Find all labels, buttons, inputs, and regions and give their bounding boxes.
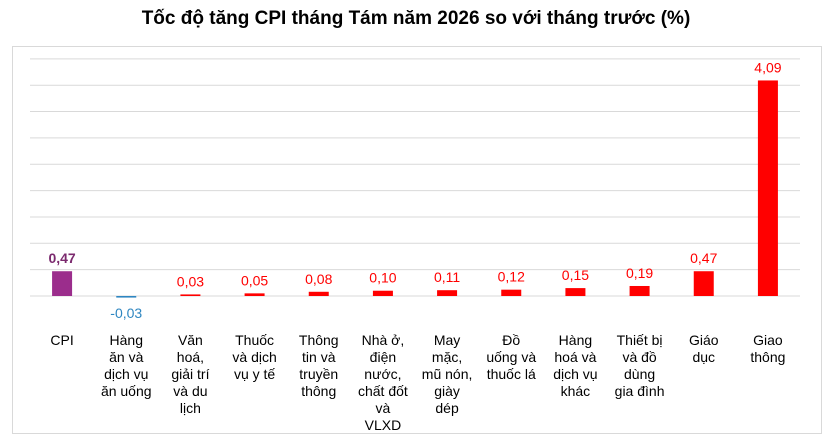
data-label: 0,19 — [626, 265, 653, 281]
data-label: 0,11 — [434, 269, 460, 285]
bar — [52, 271, 73, 296]
bar — [693, 271, 714, 296]
data-label: -0,03 — [110, 305, 142, 321]
category-label: Văn hoá, giải trí và du lịch — [171, 332, 210, 416]
data-label: 0,05 — [241, 272, 268, 288]
bar — [116, 296, 137, 298]
data-label: 0,47 — [48, 250, 75, 266]
bar — [501, 289, 522, 296]
bar — [244, 293, 265, 296]
bar — [629, 285, 650, 296]
data-label: 4,09 — [754, 59, 781, 75]
bar — [308, 291, 329, 296]
category-label: CPI — [50, 332, 74, 348]
data-label: 0,03 — [177, 273, 204, 289]
category-label: Giáo dục — [688, 332, 719, 365]
bar — [180, 294, 201, 296]
data-label: 0,47 — [690, 250, 717, 266]
category-label: May mặc, mũ nón, giày dép — [421, 332, 473, 416]
category-label: Thuốc và dịch vụ y tế — [232, 332, 277, 382]
category-label: Nhà ở, điện nước, chất đốt và VLXD — [357, 332, 408, 433]
category-label: Thiết bị và đồ dùng gia đình — [614, 332, 665, 399]
bar — [757, 80, 778, 296]
category-label: Đồ uống và thuốc lá — [486, 332, 537, 382]
bar — [437, 290, 458, 296]
data-label: 0,08 — [305, 271, 332, 287]
data-label: 0,15 — [562, 267, 589, 283]
chart-title: Tốc độ tăng CPI tháng Tám năm 2026 so vớ… — [141, 8, 691, 29]
bar — [565, 288, 586, 296]
category-label: Thông tin và truyền thông — [298, 332, 339, 399]
category-label: Giao thông — [750, 332, 786, 365]
bar — [372, 290, 393, 296]
category-label: Hàng hoá và dịch vụ khác — [553, 332, 598, 399]
data-label: 0,12 — [498, 269, 525, 285]
category-label: Hàng ăn và dịch vụ ăn uống — [100, 332, 152, 399]
data-label: 0,10 — [369, 270, 396, 286]
chart-frame — [12, 46, 822, 434]
